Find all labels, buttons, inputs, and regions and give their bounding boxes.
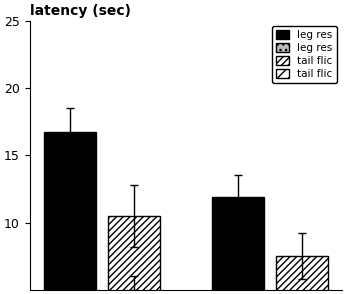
Bar (108, 216, 160, 294)
Legend: leg res, leg res, tail flic, tail flic: leg res, leg res, tail flic, tail flic (272, 26, 337, 83)
Bar (212, 197, 264, 294)
Bar (44, 132, 96, 294)
Text: latency (sec): latency (sec) (30, 4, 131, 18)
Bar (276, 256, 328, 294)
